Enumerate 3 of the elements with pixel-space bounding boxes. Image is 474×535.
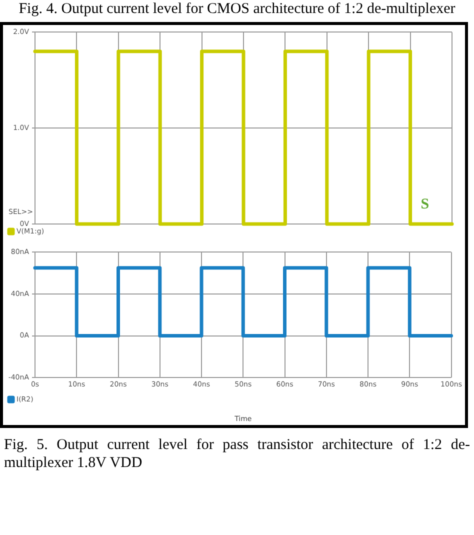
annotation: S — [420, 196, 430, 213]
caption: Fig. 4. Output current level for CMOS architecture of 1:2 de-multiplexer — [18, 0, 456, 19]
caption: Fig. 5. Output current level for pass transistor architecture of 1:2 de-multiplexer 1.8V VDD — [3, 436, 471, 472]
